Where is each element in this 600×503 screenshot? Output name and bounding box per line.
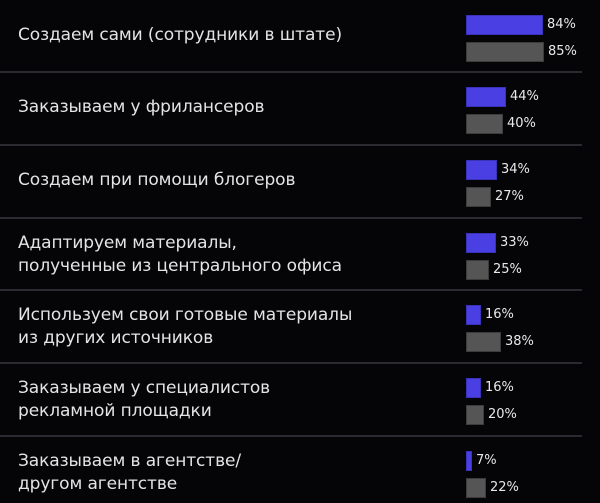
category-label: Адаптируем материалы, полученные из центр…	[18, 232, 418, 278]
category-label-line: Используем свои готовые материалы	[18, 305, 353, 325]
bar-group-grey: 40%	[466, 114, 536, 134]
category-label-line: рекламной площадки	[18, 401, 212, 421]
bar-grey	[466, 260, 489, 280]
category-label-line: Создаем сами (сотрудники в штате)	[18, 25, 342, 45]
bar-group-grey: 22%	[466, 478, 519, 498]
bar-group-blue: 34%	[466, 160, 530, 180]
bar-grey	[466, 42, 544, 62]
bar-group-grey: 38%	[466, 332, 534, 352]
bar-group-blue: 7%	[466, 451, 497, 471]
bar-group-blue: 16%	[466, 378, 514, 398]
bar-grey	[466, 405, 484, 425]
bar-group-blue: 44%	[466, 87, 539, 107]
value-label-grey: 20%	[488, 407, 517, 422]
bar-group-grey: 20%	[466, 405, 517, 425]
value-label-grey: 85%	[548, 44, 577, 59]
bar-grey	[466, 478, 486, 498]
bar-grey	[466, 114, 503, 134]
bar-group-grey: 27%	[466, 187, 524, 207]
bar-blue	[466, 378, 481, 398]
value-label-blue: 7%	[476, 453, 497, 468]
row-divider	[0, 435, 582, 437]
category-label-line: Заказываем у фрилансеров	[18, 97, 265, 117]
category-label: Заказываем у фрилансеров	[18, 96, 418, 119]
bar-group-grey: 85%	[466, 42, 577, 62]
bar-grey	[466, 332, 501, 352]
value-label-blue: 16%	[485, 380, 514, 395]
value-label-blue: 34%	[501, 162, 530, 177]
value-label-grey: 38%	[505, 334, 534, 349]
value-label-blue: 44%	[510, 89, 539, 104]
value-label-grey: 40%	[507, 116, 536, 131]
bar-blue	[466, 160, 497, 180]
category-label-line: Адаптируем материалы,	[18, 233, 237, 253]
row-divider	[0, 362, 582, 364]
category-label-line: Заказываем у специалистов	[18, 378, 271, 398]
bar-blue	[466, 305, 481, 325]
bar-group-blue: 16%	[466, 305, 514, 325]
bar-group-blue: 84%	[466, 15, 576, 35]
row-divider	[0, 144, 582, 146]
category-label: Заказываем в агентстве/другом агентстве	[18, 450, 418, 496]
bar-group-blue: 33%	[466, 233, 529, 253]
bar-group-grey: 25%	[466, 260, 522, 280]
category-label: Используем свои готовые материалы из друг…	[18, 304, 418, 350]
value-label-blue: 33%	[500, 235, 529, 250]
row-divider	[0, 217, 582, 219]
category-label: Создаем при помощи блогеров	[18, 169, 418, 192]
bar-blue	[466, 87, 506, 107]
value-label-grey: 22%	[490, 480, 519, 495]
category-label-line: полученные из центрального офиса	[18, 256, 342, 276]
value-label-grey: 27%	[495, 189, 524, 204]
row-divider	[0, 71, 582, 73]
category-label-line: Создаем при помощи блогеров	[18, 170, 296, 190]
category-label-line: из других источников	[18, 328, 214, 348]
value-label-blue: 16%	[485, 307, 514, 322]
bar-grey	[466, 187, 491, 207]
value-label-grey: 25%	[493, 262, 522, 277]
bar-blue	[466, 233, 496, 253]
value-label-blue: 84%	[547, 17, 576, 32]
category-label-line: другом агентстве	[18, 474, 178, 494]
category-label: Создаем сами (сотрудники в штате)	[18, 24, 418, 47]
category-label: Заказываем у специалистов рекламной площа…	[18, 377, 418, 423]
row-divider	[0, 289, 582, 291]
bar-blue	[466, 451, 472, 471]
bar-blue	[466, 15, 543, 35]
category-label-line: Заказываем в агентстве/	[18, 451, 241, 471]
